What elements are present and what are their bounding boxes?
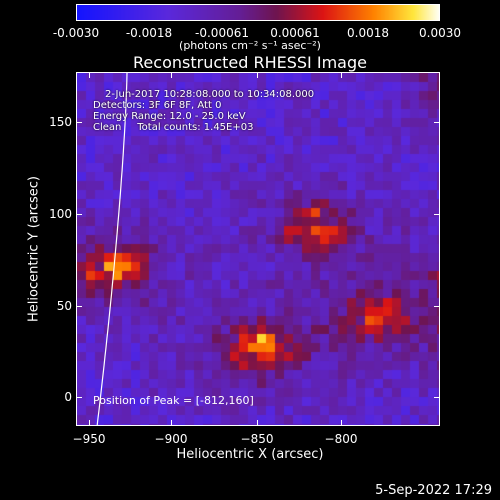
image-plot-area: 2-Jun-2017 10:28:08.000 to 10:34:08.000 …	[76, 72, 440, 426]
y-axis-label: Heliocentric Y (arcsec)	[26, 176, 42, 322]
colorbar-tick-label: 0.0030	[419, 26, 461, 40]
x-tick-mark	[341, 72, 342, 78]
y-tick-mark	[434, 214, 440, 215]
rhessi-image-heatmap	[77, 73, 439, 425]
timestamp: 5-Sep-2022 17:29	[375, 483, 492, 498]
colorbar-tick-label: -0.0018	[125, 26, 173, 40]
x-tick-mark	[257, 420, 258, 426]
y-tick-mark	[76, 214, 82, 215]
x-tick-label: −950	[72, 432, 106, 446]
x-tick-mark	[89, 420, 90, 426]
colorbar-ticks: -0.0030 -0.0018 -0.00061 0.00061 0.0018 …	[0, 26, 500, 40]
y-tick-label: 100	[49, 207, 72, 221]
x-tick-label: −800	[324, 432, 358, 446]
y-tick-label: 0	[64, 390, 72, 404]
y-tick-mark	[434, 306, 440, 307]
y-tick-mark	[76, 306, 82, 307]
x-tick-label: −900	[154, 432, 188, 446]
y-tick-mark	[76, 122, 82, 123]
y-tick-mark	[76, 397, 82, 398]
plot-title: Reconstructed RHESSI Image	[133, 53, 367, 72]
x-tick-mark	[171, 420, 172, 426]
x-axis-label: Heliocentric X (arcsec)	[176, 447, 324, 462]
info-detectors: Detectors: 3F 6F 8F, Att 0	[93, 100, 222, 111]
y-tick-mark	[434, 122, 440, 123]
x-tick-mark	[89, 72, 90, 78]
x-tick-mark	[257, 72, 258, 78]
colorbar	[76, 4, 440, 21]
colorbar-tick-label: -0.0030	[52, 26, 100, 40]
solar-limb-curve	[96, 73, 128, 425]
info-clean-counts: Clean Total counts: 1.45E+03	[93, 122, 254, 133]
peak-position-label: Position of Peak = [-812,160]	[93, 394, 254, 407]
x-tick-label: −850	[240, 432, 274, 446]
info-time-range: 2-Jun-2017 10:28:08.000 to 10:34:08.000	[105, 89, 315, 100]
x-tick-mark	[341, 420, 342, 426]
colorbar-tick-label: 0.00061	[270, 26, 320, 40]
x-tick-mark	[171, 72, 172, 78]
colorbar-tick-label: -0.00061	[195, 26, 249, 40]
colorbar-tick-label: 0.0018	[347, 26, 389, 40]
colorbar-units-label: (photons cm⁻² s⁻¹ asec⁻²)	[179, 39, 321, 52]
info-energy-range: Energy Range: 12.0 - 25.0 keV	[93, 111, 246, 122]
y-tick-label: 150	[49, 115, 72, 129]
y-tick-label: 50	[56, 299, 72, 313]
y-tick-mark	[434, 397, 440, 398]
